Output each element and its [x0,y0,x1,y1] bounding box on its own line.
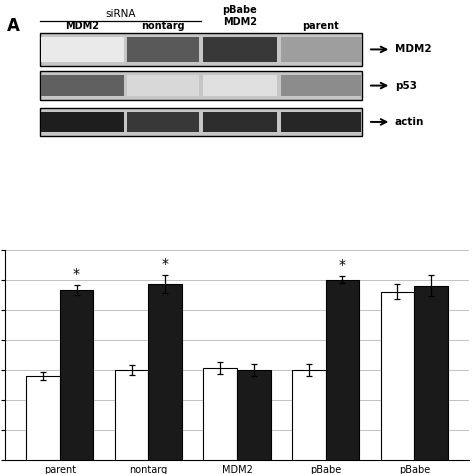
Bar [39,72,363,100]
Text: MDM2: MDM2 [395,45,431,55]
Bar [237,370,271,460]
Bar [39,108,363,136]
Bar [281,111,361,132]
Text: *: * [162,257,169,271]
Bar [292,370,326,460]
Text: *: * [73,267,80,282]
Text: pBabe
MDM2: pBabe MDM2 [222,5,257,27]
Bar [202,37,277,62]
Bar [148,284,182,460]
Bar [41,111,124,132]
Text: *: * [339,258,346,273]
Text: siRNA: siRNA [105,9,136,19]
Bar [128,111,199,132]
Bar [414,286,448,460]
Text: nontarg: nontarg [141,20,185,31]
Bar [60,290,93,460]
Bar [203,368,237,460]
Bar [202,111,277,132]
Bar [202,75,277,96]
Text: MDM2: MDM2 [65,20,100,31]
Bar [41,75,124,96]
Bar [39,33,363,66]
Text: parent: parent [302,20,339,31]
Bar [281,37,361,62]
Text: A: A [7,18,20,36]
Bar [128,37,199,62]
Text: actin: actin [395,117,424,127]
Bar [326,280,359,460]
Bar [281,75,361,96]
Bar [128,75,199,96]
Bar [115,370,148,460]
Text: p53: p53 [395,81,417,91]
Bar [26,376,60,460]
Bar [41,37,124,62]
Bar [381,292,414,460]
